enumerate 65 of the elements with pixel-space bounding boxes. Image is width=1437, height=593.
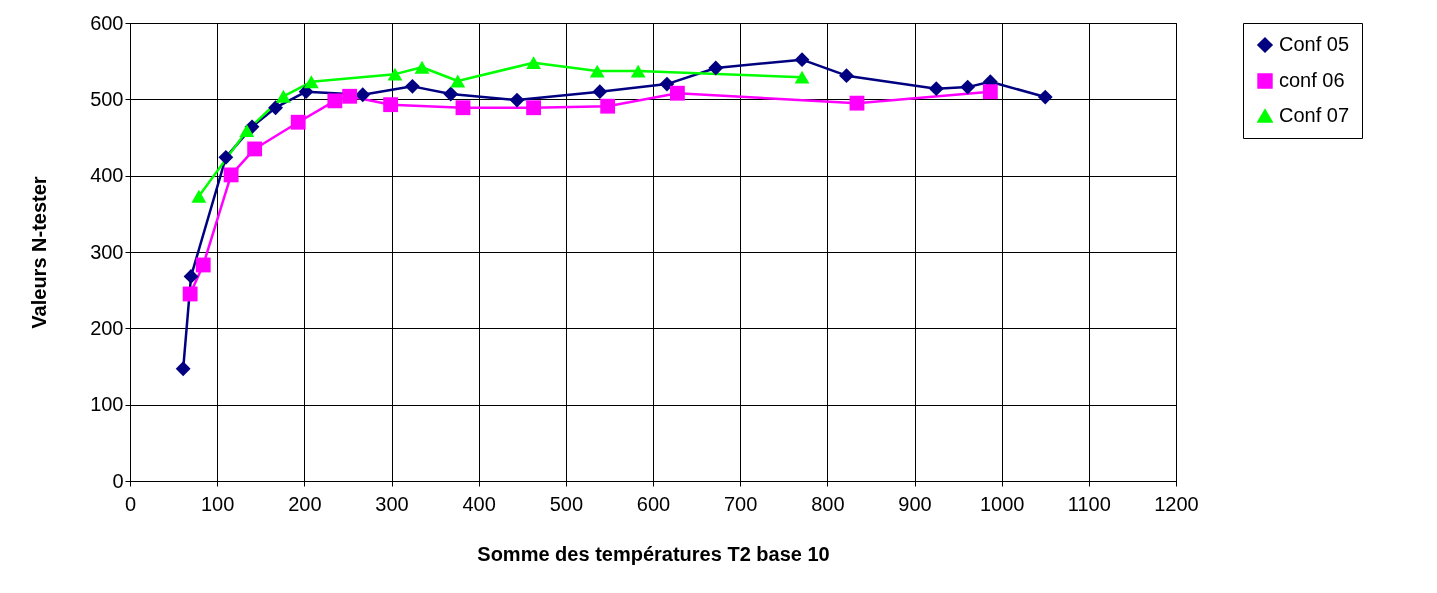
point <box>239 124 255 138</box>
point <box>600 98 616 114</box>
point <box>1037 89 1053 105</box>
point <box>455 100 471 116</box>
point <box>414 60 430 74</box>
point <box>183 269 199 284</box>
point <box>355 87 371 103</box>
y-tick-label: 200 <box>90 316 124 339</box>
legend-label: conf 06 <box>1279 69 1345 91</box>
y-tick-label: 0 <box>112 469 124 492</box>
point <box>268 100 283 116</box>
y-tick-label: 100 <box>90 393 124 416</box>
point <box>443 86 459 102</box>
y-tick-label: 600 <box>90 11 124 34</box>
point <box>182 286 198 302</box>
x-tick-label: 1200 <box>1154 492 1199 515</box>
y-tick-label: 300 <box>90 240 124 263</box>
point <box>960 79 976 95</box>
point <box>218 149 234 165</box>
point <box>276 89 291 103</box>
x-tick-label: 400 <box>462 492 496 515</box>
legend-label: Conf 07 <box>1279 104 1350 126</box>
point <box>794 52 810 68</box>
point <box>342 88 358 104</box>
point <box>383 97 399 113</box>
x-tick-label: 700 <box>723 492 758 515</box>
point <box>592 84 608 100</box>
point <box>175 361 191 377</box>
x-tick-label: 500 <box>549 492 584 515</box>
point <box>659 76 675 92</box>
y-axis-title: Valeurs N-tester <box>28 176 51 329</box>
point <box>247 141 263 157</box>
x-tick-label: 200 <box>288 492 322 515</box>
x-axis-title: Somme des températures T2 base 10 <box>477 542 830 565</box>
point <box>405 78 420 94</box>
y-tick-label: 500 <box>90 87 124 110</box>
point <box>708 60 724 76</box>
x-tick-label: 100 <box>200 492 235 515</box>
point <box>223 167 239 183</box>
y-tick-label: 400 <box>90 164 124 187</box>
point <box>191 189 207 203</box>
point <box>839 68 854 84</box>
point <box>928 81 944 97</box>
point <box>450 74 466 88</box>
point <box>526 56 541 70</box>
point <box>303 75 319 89</box>
x-tick-label: 900 <box>898 492 932 515</box>
point <box>982 84 998 100</box>
point <box>290 114 306 130</box>
x-tick-label: 800 <box>811 492 845 515</box>
point <box>630 64 646 78</box>
legend-label: Conf 05 <box>1279 33 1350 55</box>
x-tick-label: 1100 <box>1067 492 1111 515</box>
x-tick-label: 300 <box>375 492 409 515</box>
x-tick-label: 600 <box>636 492 671 515</box>
point <box>327 93 343 109</box>
point <box>387 67 403 81</box>
point <box>589 64 605 78</box>
point <box>195 257 211 273</box>
point <box>669 85 685 101</box>
point <box>794 70 810 84</box>
point <box>849 95 865 111</box>
point <box>526 100 541 116</box>
point <box>509 92 525 108</box>
x-tick-label: 1000 <box>979 492 1025 515</box>
